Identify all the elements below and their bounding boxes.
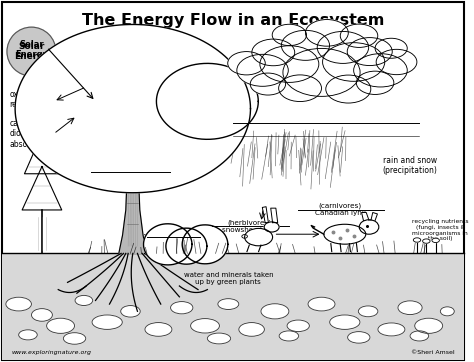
Ellipse shape — [415, 318, 443, 333]
Ellipse shape — [317, 31, 369, 63]
Ellipse shape — [18, 330, 37, 340]
Ellipse shape — [64, 333, 86, 344]
Polygon shape — [119, 138, 147, 253]
Text: producing energy
through: producing energy through — [94, 159, 162, 179]
Ellipse shape — [287, 320, 310, 332]
Polygon shape — [362, 212, 369, 220]
Polygon shape — [27, 105, 57, 141]
Ellipse shape — [347, 38, 392, 66]
Polygon shape — [25, 134, 59, 174]
Ellipse shape — [359, 220, 379, 234]
Text: Solar
Energy: Solar Energy — [15, 40, 48, 59]
Ellipse shape — [279, 331, 299, 341]
Ellipse shape — [308, 297, 335, 311]
Text: (carnivores)
Canadian lynx: (carnivores) Canadian lynx — [315, 203, 365, 216]
Ellipse shape — [75, 295, 93, 306]
Text: Solar
Energy: Solar Energy — [14, 42, 49, 61]
Ellipse shape — [252, 39, 295, 66]
Ellipse shape — [31, 308, 53, 321]
Ellipse shape — [358, 306, 378, 317]
Text: The Energy Flow in an Ecosystem: The Energy Flow in an Ecosystem — [82, 13, 384, 28]
Ellipse shape — [356, 71, 394, 94]
Ellipse shape — [354, 54, 407, 87]
Text: rain and snow
(precipitation): rain and snow (precipitation) — [383, 156, 438, 175]
Text: (herbivores)
snowshoe hare: (herbivores) snowshoe hare — [222, 219, 276, 232]
Polygon shape — [15, 25, 250, 193]
Ellipse shape — [282, 30, 329, 60]
Ellipse shape — [46, 318, 74, 333]
Polygon shape — [262, 207, 268, 223]
Ellipse shape — [329, 315, 360, 329]
Ellipse shape — [347, 332, 370, 343]
Ellipse shape — [228, 51, 265, 75]
Ellipse shape — [378, 323, 405, 336]
Ellipse shape — [340, 24, 378, 47]
Ellipse shape — [261, 304, 289, 319]
Ellipse shape — [423, 239, 430, 243]
Ellipse shape — [398, 301, 422, 315]
Ellipse shape — [432, 238, 439, 243]
Ellipse shape — [250, 73, 286, 95]
Text: recycling nutrients
(fungi, insects &
microorganisms in
the soil): recycling nutrients (fungi, insects & mi… — [412, 219, 469, 241]
Ellipse shape — [305, 20, 348, 46]
Ellipse shape — [324, 224, 366, 244]
Ellipse shape — [375, 38, 407, 58]
Ellipse shape — [440, 307, 454, 316]
Polygon shape — [182, 225, 228, 264]
Ellipse shape — [283, 49, 360, 96]
Text: ©Sheri Amsel: ©Sheri Amsel — [410, 350, 454, 355]
Text: www.exploringnature.org: www.exploringnature.org — [12, 350, 91, 355]
Ellipse shape — [171, 302, 193, 314]
Text: green plants: green plants — [143, 233, 188, 240]
Ellipse shape — [410, 331, 428, 341]
Ellipse shape — [207, 333, 231, 344]
Polygon shape — [371, 212, 377, 220]
Ellipse shape — [264, 222, 279, 232]
Ellipse shape — [376, 49, 417, 75]
Ellipse shape — [272, 24, 307, 46]
Ellipse shape — [413, 238, 421, 242]
Ellipse shape — [92, 315, 122, 329]
Ellipse shape — [260, 46, 319, 83]
Ellipse shape — [323, 43, 385, 81]
Ellipse shape — [326, 75, 371, 103]
Text: carbon
dioxide
absorbed: carbon dioxide absorbed — [9, 119, 45, 149]
Ellipse shape — [121, 306, 140, 317]
Ellipse shape — [6, 297, 31, 311]
Polygon shape — [22, 167, 62, 210]
Polygon shape — [271, 208, 278, 223]
Text: oxygen
released: oxygen released — [9, 90, 42, 109]
Polygon shape — [156, 63, 258, 139]
Ellipse shape — [242, 235, 247, 238]
Polygon shape — [144, 224, 192, 265]
FancyBboxPatch shape — [2, 2, 464, 360]
Ellipse shape — [237, 54, 288, 86]
Bar — [2, 253, 464, 360]
Ellipse shape — [7, 27, 56, 76]
Ellipse shape — [245, 228, 273, 246]
Polygon shape — [166, 228, 207, 264]
Ellipse shape — [191, 319, 219, 333]
Ellipse shape — [239, 323, 264, 336]
Ellipse shape — [279, 75, 321, 101]
Text: water and minerals taken
up by green plants: water and minerals taken up by green pla… — [183, 272, 273, 285]
Ellipse shape — [218, 299, 239, 310]
Ellipse shape — [145, 323, 172, 336]
